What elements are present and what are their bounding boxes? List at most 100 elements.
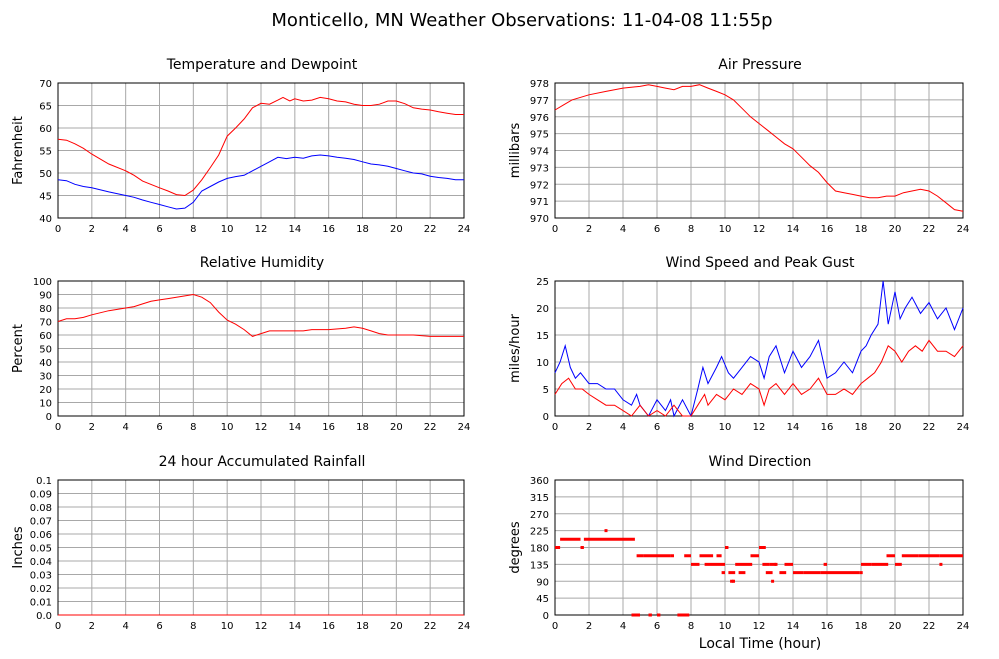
x-tick-label: 4: [122, 621, 128, 632]
x-tick-label: 6: [654, 422, 660, 433]
y-tick-label: 0: [543, 412, 549, 423]
x-tick-label: 14: [288, 224, 301, 235]
x-tick-label: 2: [586, 621, 592, 632]
x-tick-label: 22: [424, 224, 437, 235]
x-tick-label: 22: [424, 422, 437, 433]
wind-series-1-line: [554, 339, 964, 417]
y-tick-label: 10: [39, 399, 52, 410]
x-tick-label: 14: [288, 621, 301, 632]
y-tick-label: 55: [39, 147, 52, 158]
x-tick-label: 18: [356, 621, 369, 632]
temp-plot-frame: [57, 82, 465, 219]
x-tick-label: 2: [89, 224, 95, 235]
x-tick-label: 22: [923, 621, 936, 632]
humidity-title: Relative Humidity: [200, 255, 324, 271]
x-tick-label: 20: [889, 621, 902, 632]
y-tick-label: 0.03: [30, 571, 52, 582]
y-tick-label: 25: [536, 277, 549, 288]
x-tick-label: 24: [458, 621, 471, 632]
y-tick-label: 90: [39, 291, 52, 302]
pressure-series-0-line: [554, 84, 964, 212]
x-tick-label: 18: [855, 621, 868, 632]
winddir-y-axis-label: degrees: [508, 521, 523, 574]
y-tick-label: 10: [536, 358, 549, 369]
y-tick-label: 45: [536, 594, 549, 605]
y-tick-label: 974: [530, 147, 549, 158]
wind-plot-frame: [554, 280, 964, 417]
y-tick-label: 977: [530, 96, 549, 107]
x-tick-label: 20: [390, 422, 403, 433]
y-tick-label: 0.02: [30, 584, 52, 595]
x-tick-label: 14: [288, 422, 301, 433]
winddir-title: Wind Direction: [709, 454, 812, 470]
y-tick-label: 971: [530, 197, 549, 208]
y-tick-label: 315: [530, 493, 549, 504]
y-tick-label: 70: [39, 79, 52, 90]
x-tick-label: 20: [390, 224, 403, 235]
humidity-y-axis-label: Percent: [11, 324, 26, 373]
x-tick-label: 14: [787, 621, 800, 632]
y-tick-label: 65: [39, 102, 52, 113]
y-tick-label: 40: [39, 214, 52, 225]
y-tick-label: 50: [39, 345, 52, 356]
x-tick-label: 10: [221, 224, 234, 235]
y-tick-label: 225: [530, 527, 549, 538]
x-tick-label: 16: [821, 422, 834, 433]
y-tick-label: 30: [39, 372, 52, 383]
x-tick-label: 0: [55, 422, 61, 433]
humidity-plot-frame: [57, 280, 465, 417]
y-tick-label: 970: [530, 214, 549, 225]
x-tick-label: 4: [122, 224, 128, 235]
x-tick-label: 0: [552, 422, 558, 433]
y-tick-label: 0.04: [30, 557, 52, 568]
wind-direction-point: [771, 579, 775, 583]
wind-direction-point: [555, 546, 559, 549]
y-tick-label: 0.05: [30, 544, 52, 555]
x-tick-label: 0: [55, 621, 61, 632]
x-tick-label: 6: [156, 224, 162, 235]
wind-series-0-line: [554, 280, 964, 418]
y-tick-label: 15: [536, 331, 549, 342]
x-tick-label: 2: [89, 621, 95, 632]
y-tick-label: 60: [39, 331, 52, 342]
x-tick-label: 8: [688, 621, 694, 632]
x-tick-label: 8: [190, 224, 196, 235]
x-tick-label: 6: [156, 422, 162, 433]
y-tick-label: 70: [39, 318, 52, 329]
wind-direction-point: [725, 546, 729, 549]
y-tick-label: 973: [530, 163, 549, 174]
x-tick-label: 22: [424, 621, 437, 632]
x-tick-label: 16: [821, 224, 834, 235]
y-tick-label: 360: [530, 476, 549, 487]
y-tick-label: 976: [530, 113, 549, 124]
x-tick-label: 24: [957, 422, 970, 433]
x-tick-label: 4: [620, 621, 626, 632]
x-tick-label: 0: [552, 224, 558, 235]
x-tick-label: 16: [322, 422, 335, 433]
y-tick-label: 0.08: [30, 503, 52, 514]
humidity-series-0-line: [57, 293, 464, 337]
wind-direction-point: [939, 562, 943, 566]
x-tick-label: 12: [255, 224, 268, 235]
y-tick-label: 972: [530, 180, 549, 191]
x-axis-label: Local Time (hour): [699, 636, 821, 652]
x-tick-label: 18: [855, 422, 868, 433]
x-tick-label: 2: [89, 422, 95, 433]
temp-series-0-line: [57, 96, 464, 197]
x-tick-label: 20: [889, 422, 902, 433]
y-tick-label: 0.01: [30, 598, 52, 609]
x-tick-label: 24: [957, 224, 970, 235]
temp-series-1-line: [57, 154, 464, 210]
pressure-plot-frame: [554, 82, 964, 219]
x-tick-label: 4: [122, 422, 128, 433]
wind-y-axis-label: miles/hour: [508, 313, 523, 382]
x-tick-label: 6: [156, 621, 162, 632]
x-tick-label: 18: [356, 422, 369, 433]
x-tick-label: 24: [458, 422, 471, 433]
y-tick-label: 40: [39, 358, 52, 369]
x-tick-label: 12: [255, 422, 268, 433]
